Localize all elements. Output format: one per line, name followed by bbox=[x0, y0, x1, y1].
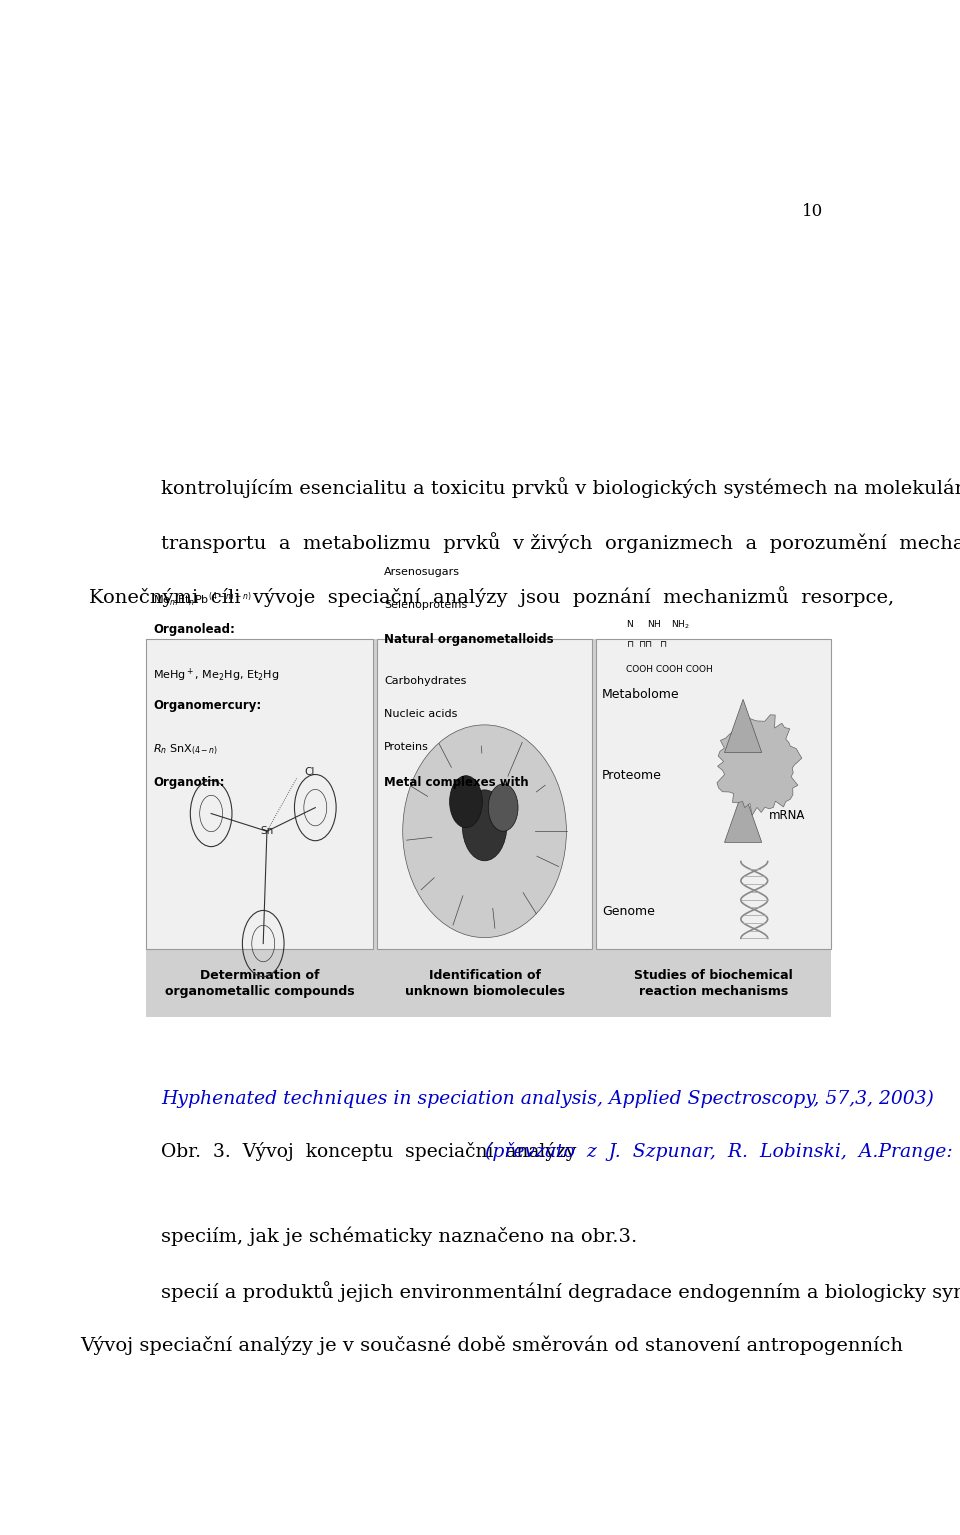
Polygon shape bbox=[717, 715, 802, 815]
Ellipse shape bbox=[403, 725, 566, 938]
Text: kontrolujícím esencialitu a toxicitu prvků v biologických systémech na molekulár: kontrolujícím esencialitu a toxicitu prv… bbox=[161, 477, 960, 499]
Text: specií a produktů jejich environmentální degradace endogenním a biologicky synte: specií a produktů jejich environmentální… bbox=[161, 1282, 960, 1302]
Text: (převzato  z  J.  Szpunar,  R.  Lobinski,  A.Prange:: (převzato z J. Szpunar, R. Lobinski, A.P… bbox=[485, 1142, 952, 1160]
Text: Selenoproteins: Selenoproteins bbox=[384, 600, 468, 609]
Bar bbox=[146, 639, 372, 949]
Text: Proteome: Proteome bbox=[602, 769, 662, 781]
Text: Natural organometalloids: Natural organometalloids bbox=[384, 634, 554, 646]
Text: $\sqcap$  $\sqcap\!\!\sqcap$  $\sqcap$: $\sqcap$ $\sqcap\!\!\sqcap$ $\sqcap$ bbox=[626, 640, 667, 649]
Text: Nucleic acids: Nucleic acids bbox=[384, 709, 458, 720]
Text: Organolead:: Organolead: bbox=[154, 623, 235, 637]
Text: Carbohydrates: Carbohydrates bbox=[384, 677, 467, 686]
Bar bbox=[146, 639, 830, 1018]
Text: Determination of
organometallic compounds: Determination of organometallic compound… bbox=[165, 969, 354, 998]
Text: MeHg$^+$, Me$_2$Hg, Et$_2$Hg: MeHg$^+$, Me$_2$Hg, Et$_2$Hg bbox=[154, 666, 280, 683]
Text: Arsenosugars: Arsenosugars bbox=[384, 566, 460, 577]
Text: $R_n$ SnX$_{(4-n)}$: $R_n$ SnX$_{(4-n)}$ bbox=[154, 743, 219, 757]
Bar bbox=[376, 639, 592, 949]
Text: Organomercury:: Organomercury: bbox=[154, 700, 262, 712]
Text: Studies of biochemical
reaction mechanisms: Studies of biochemical reaction mechanis… bbox=[634, 969, 793, 998]
Text: Sn: Sn bbox=[260, 826, 274, 837]
Circle shape bbox=[489, 784, 518, 832]
Text: Organotin:: Organotin: bbox=[154, 775, 225, 789]
Text: Genome: Genome bbox=[602, 906, 655, 918]
Text: Proteins: Proteins bbox=[384, 743, 429, 752]
Circle shape bbox=[463, 791, 507, 861]
Text: Identification of
unknown biomolecules: Identification of unknown biomolecules bbox=[404, 969, 564, 998]
Bar bbox=[596, 639, 830, 949]
Text: mRNA: mRNA bbox=[769, 809, 805, 823]
Text: speciím, jak je schématicky naznačeno na obr.3.: speciím, jak je schématicky naznačeno na… bbox=[161, 1226, 637, 1246]
Text: Metal complexes with: Metal complexes with bbox=[384, 775, 529, 789]
Text: transportu  a  metabolizmu  prvků  v živých  organizmech  a  porozumění  mechani: transportu a metabolizmu prvků v živých … bbox=[161, 531, 960, 553]
Text: Hyphenated techniques in speciation analysis, Applied Spectroscopy, 57,3, 2003): Hyphenated techniques in speciation anal… bbox=[161, 1090, 934, 1108]
Text: Konečnými  cíli  vývoje  speciační  analýzy  jsou  poznání  mechanizmů  resorpce: Konečnými cíli vývoje speciační analýzy … bbox=[89, 586, 895, 606]
Text: Me$_m$Et$_n$Pb$^{(4-m-n)}$: Me$_m$Et$_n$Pb$^{(4-m-n)}$ bbox=[154, 589, 252, 608]
Circle shape bbox=[449, 775, 482, 827]
Text: Metabolome: Metabolome bbox=[602, 689, 680, 701]
Text: N     NH    NH$_2$: N NH NH$_2$ bbox=[626, 619, 690, 631]
Text: Vývoj speciační analýzy je v současné době směrován od stanovení antropogenních: Vývoj speciační analýzy je v současné do… bbox=[81, 1335, 903, 1355]
Polygon shape bbox=[725, 789, 761, 843]
Polygon shape bbox=[725, 700, 761, 752]
Text: COOH COOH COOH: COOH COOH COOH bbox=[626, 666, 712, 674]
Text: 10: 10 bbox=[802, 203, 823, 220]
Text: Obr.  3.  Vývoj  konceptu  speciační  analýzy: Obr. 3. Vývoj konceptu speciační analýzy bbox=[161, 1142, 588, 1160]
Text: Cl: Cl bbox=[304, 768, 315, 777]
